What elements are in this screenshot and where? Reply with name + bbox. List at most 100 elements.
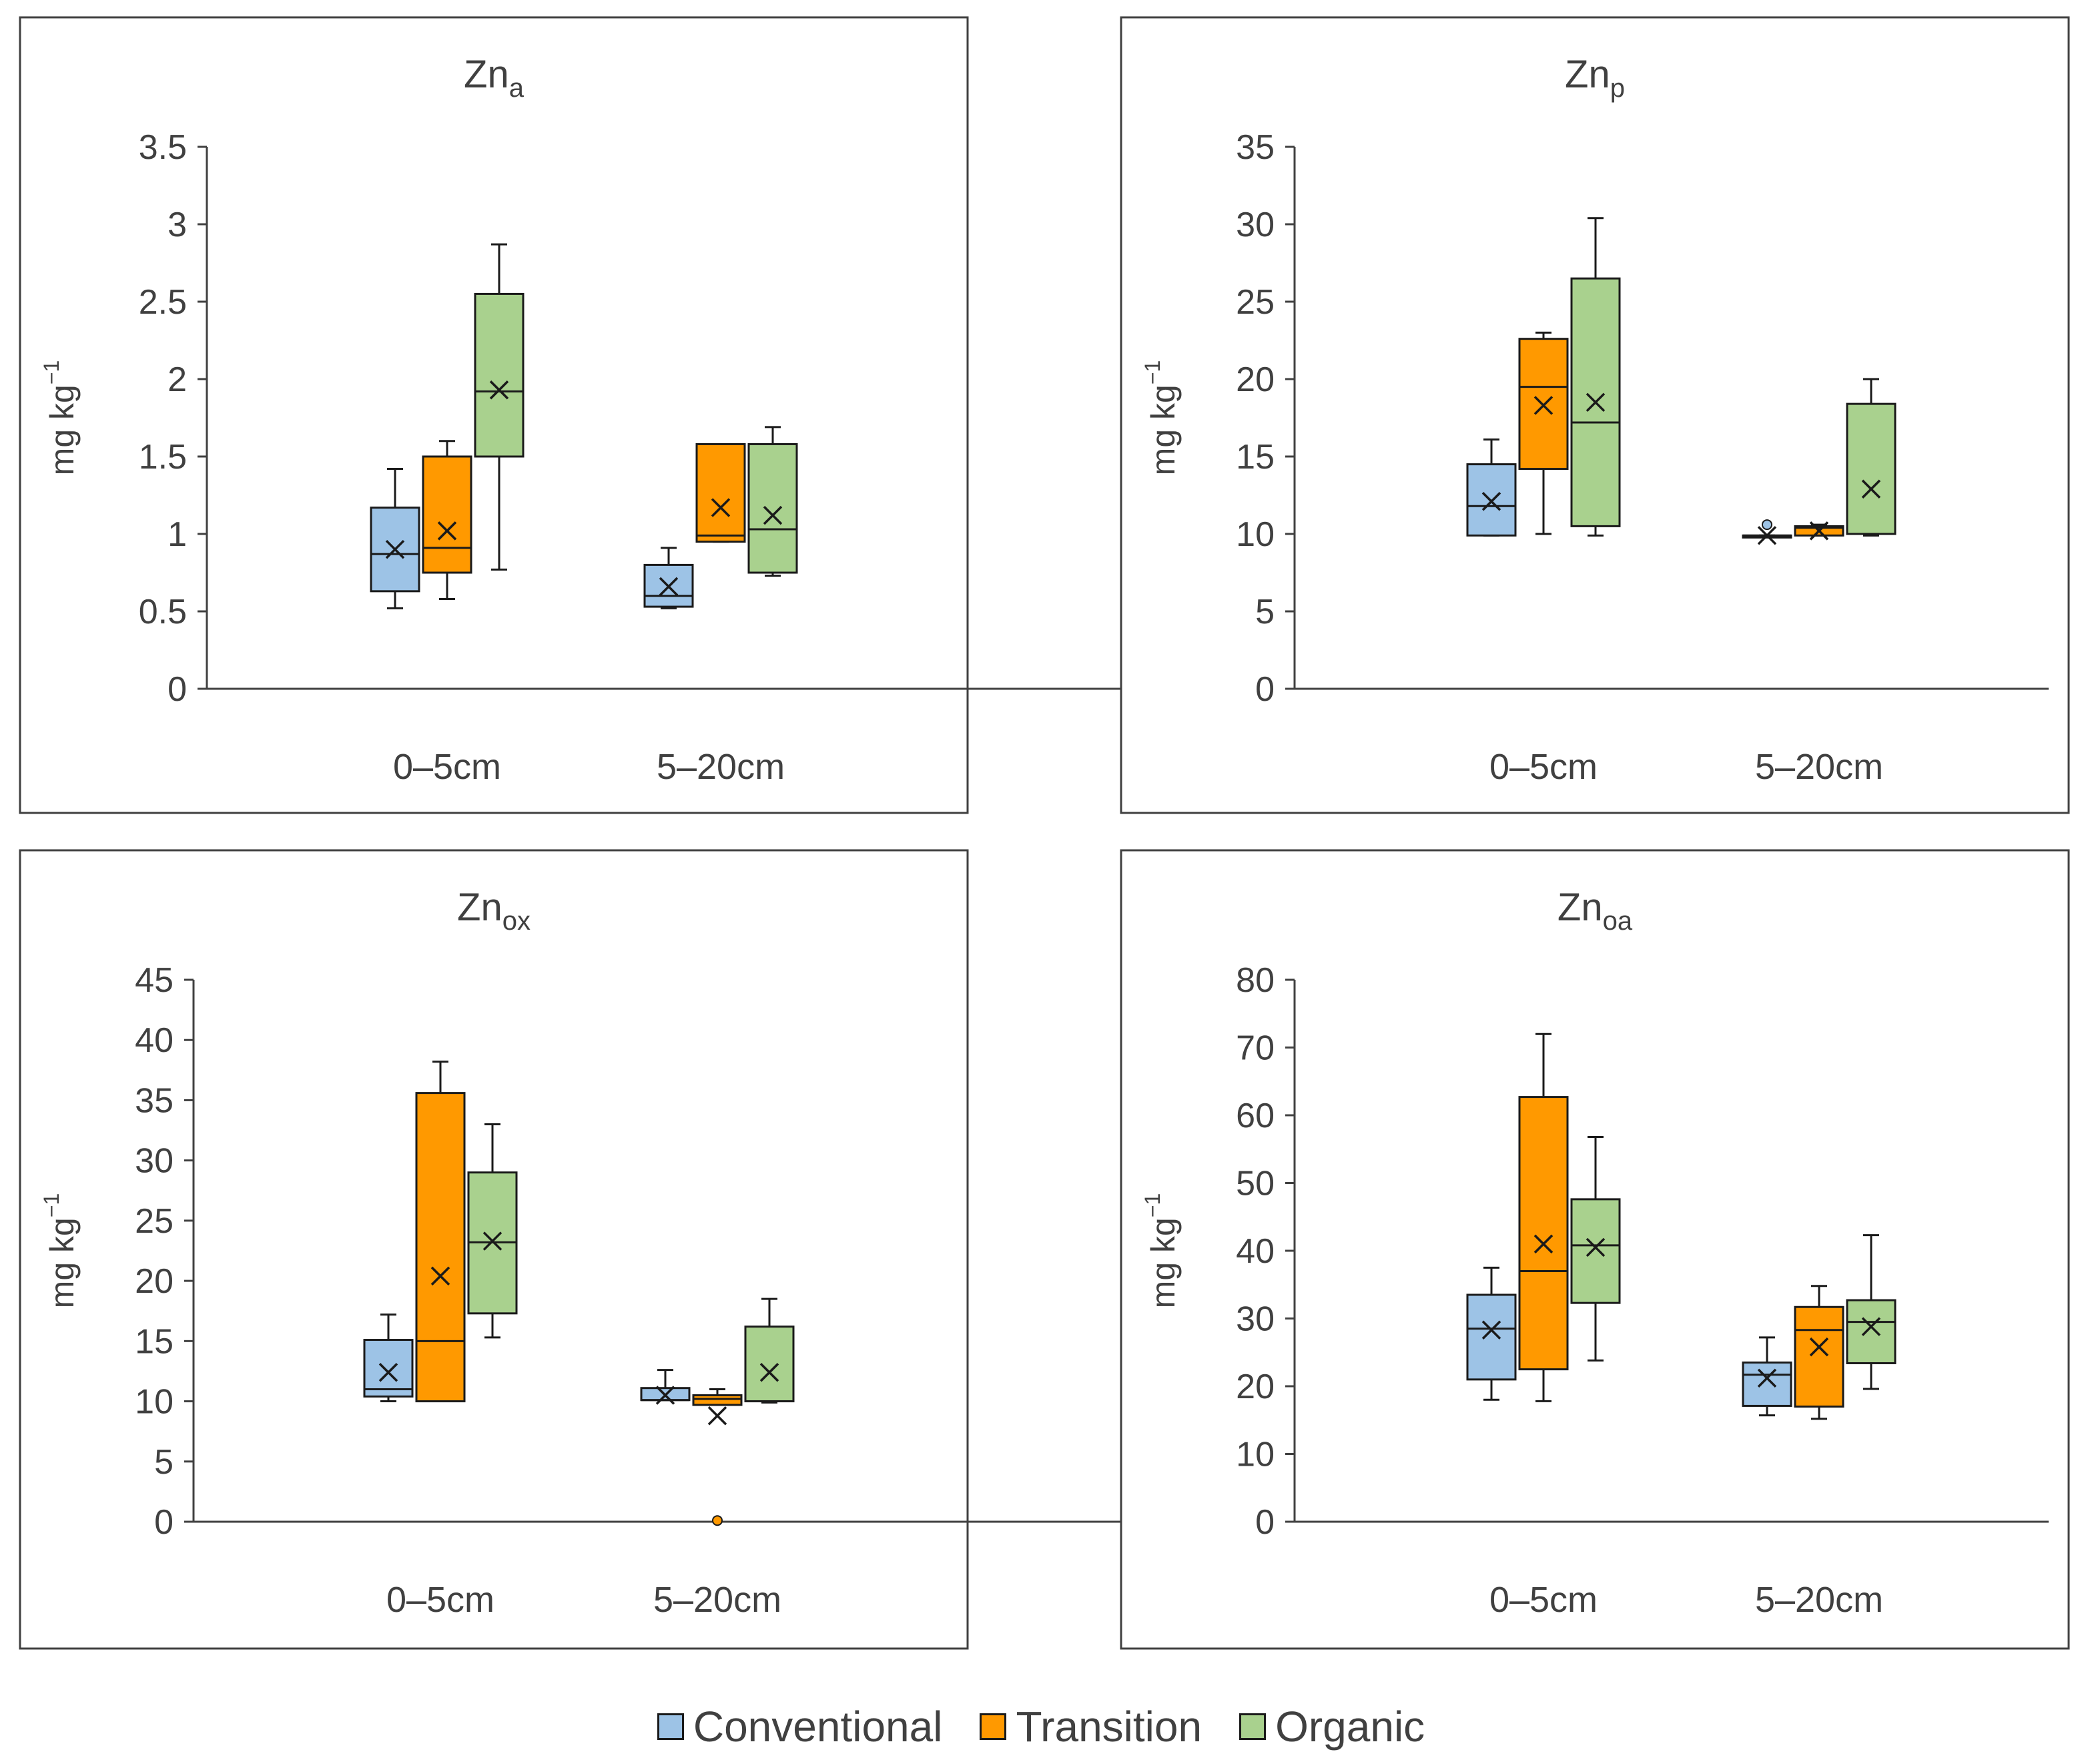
legend-swatch-conventional bbox=[657, 1713, 684, 1740]
chart-panel-4: Znoa mg kg−1 0 10 20 30 40 50 60 70 80 0–5cm 5–20cm bbox=[1120, 849, 2070, 1650]
x-category-label: 0–5cm bbox=[386, 1580, 494, 1620]
chart-title-main: Zn bbox=[457, 886, 502, 929]
y-tick-label: 10 bbox=[135, 1383, 174, 1422]
y-tick-label: 10 bbox=[1236, 1436, 1275, 1474]
y-tick-label: 2 bbox=[167, 360, 187, 399]
mean-marker bbox=[1481, 492, 1501, 511]
box-body bbox=[1466, 1293, 1517, 1381]
box-body bbox=[1846, 1299, 1896, 1364]
box-organic-1 bbox=[467, 1123, 518, 1339]
mean-marker bbox=[655, 1386, 675, 1405]
box-organic-2 bbox=[1846, 378, 1896, 537]
mean-marker bbox=[1533, 1234, 1553, 1254]
mean-marker bbox=[1481, 1320, 1501, 1340]
y-tick-label: 2.5 bbox=[139, 283, 187, 322]
box-transition-2 bbox=[1794, 1285, 1844, 1420]
box-body bbox=[415, 1092, 466, 1403]
mean-marker bbox=[385, 539, 405, 559]
y-tick-label: 35 bbox=[135, 1081, 174, 1120]
chart-panel-3: Znox mg kg−1 0 5 10 15 20 25 30 35 40 45 0–5cm 5–20cm bbox=[19, 849, 1141, 1650]
y-tick-label: 15 bbox=[1236, 438, 1275, 477]
y-tick-label: 35 bbox=[1236, 128, 1275, 167]
y-tick-label: 80 bbox=[1236, 961, 1275, 1000]
chart-title-subscript: ox bbox=[502, 906, 531, 936]
chart-title-subscript: oa bbox=[1603, 906, 1633, 936]
y-tick-label: 70 bbox=[1236, 1029, 1275, 1068]
y-tick-label: 1 bbox=[167, 515, 187, 554]
box-body bbox=[744, 1326, 795, 1403]
y-tick-label: 30 bbox=[135, 1142, 174, 1181]
legend-label-conventional: Conventional bbox=[693, 1703, 943, 1751]
box-body bbox=[747, 443, 798, 574]
chart-title-main: Zn bbox=[1557, 886, 1603, 929]
y-tick-label: 40 bbox=[1236, 1232, 1275, 1271]
mean-marker bbox=[1861, 1317, 1881, 1336]
y-tick-label: 20 bbox=[1236, 360, 1275, 399]
box-conventional-1 bbox=[1466, 1266, 1517, 1401]
x-category-label: 0–5cm bbox=[1489, 1580, 1598, 1620]
box-organic-1 bbox=[1570, 1135, 1621, 1362]
legend-item-organic: Organic bbox=[1239, 1702, 1425, 1751]
box-transition-1 bbox=[415, 1061, 466, 1403]
mean-marker bbox=[1586, 392, 1606, 412]
box-body bbox=[692, 1394, 743, 1406]
y-tick-label: 20 bbox=[1236, 1368, 1275, 1406]
y-tick-label: 15 bbox=[135, 1322, 174, 1361]
mean-marker bbox=[707, 1406, 727, 1426]
box-conventional-2 bbox=[640, 1369, 691, 1405]
y-axis-label: mg kg−1 bbox=[39, 360, 81, 476]
legend-swatch-transition bbox=[980, 1713, 1007, 1740]
legend-item-transition: Transition bbox=[980, 1702, 1202, 1751]
mean-marker bbox=[659, 577, 679, 597]
box-transition-1 bbox=[1518, 1033, 1569, 1402]
box-transition-2 bbox=[1794, 521, 1844, 541]
mean-marker bbox=[1809, 1337, 1829, 1357]
chart-panel-2: Znp mg kg−1 0 5 10 15 20 25 30 35 0–5cm 5–20cm bbox=[1120, 16, 2070, 814]
y-tick-label: 30 bbox=[1236, 1300, 1275, 1339]
mean-marker bbox=[1809, 521, 1829, 541]
y-axis-label-main: mg kg bbox=[1144, 1217, 1182, 1308]
y-axis-label: mg kg−1 bbox=[1140, 1193, 1182, 1309]
y-tick-label: 25 bbox=[135, 1202, 174, 1241]
chart-panel-1: Zna mg kg−1 0 0.5 1 1.5 2 2.5 3 3.5 0–5cm 5–20cm bbox=[19, 16, 1154, 814]
y-axis-label-main: mg kg bbox=[43, 1217, 81, 1308]
y-tick-label: 5 bbox=[1255, 593, 1275, 631]
x-category-label: 5–20cm bbox=[1755, 747, 1883, 787]
box-body bbox=[1794, 1305, 1844, 1408]
mean-marker bbox=[378, 1363, 398, 1382]
box-body bbox=[1518, 1096, 1569, 1371]
box-body bbox=[1846, 402, 1896, 535]
x-category-label: 0–5cm bbox=[1489, 747, 1598, 787]
legend-item-conventional: Conventional bbox=[657, 1702, 943, 1751]
box-body bbox=[422, 455, 472, 574]
box-transition-2 bbox=[692, 1388, 743, 1526]
y-tick-label: 50 bbox=[1236, 1165, 1275, 1203]
y-tick-label: 20 bbox=[135, 1262, 174, 1301]
box-conventional-2 bbox=[1742, 519, 1792, 545]
mean-marker bbox=[489, 380, 509, 400]
box-body bbox=[1742, 1361, 1792, 1407]
box-conventional-1 bbox=[1466, 438, 1517, 537]
mean-marker bbox=[763, 505, 783, 525]
mean-marker bbox=[1586, 1237, 1606, 1257]
mean-marker bbox=[1757, 1368, 1777, 1388]
y-tick-label: 0 bbox=[167, 670, 187, 709]
y-tick-label: 1.5 bbox=[139, 438, 187, 477]
box-organic-2 bbox=[747, 426, 798, 577]
legend-label-transition: Transition bbox=[1016, 1703, 1202, 1751]
mean-marker bbox=[1861, 479, 1881, 499]
x-category-label: 5–20cm bbox=[653, 1580, 781, 1620]
y-axis-label-superscript: −1 bbox=[39, 1193, 63, 1217]
chart-title-main: Zn bbox=[1565, 53, 1610, 96]
chart-title-main: Zn bbox=[464, 53, 509, 96]
y-axis-label: mg kg−1 bbox=[39, 1193, 81, 1309]
box-organic-2 bbox=[744, 1297, 795, 1404]
mean-marker bbox=[1757, 526, 1777, 545]
box-organic-1 bbox=[474, 243, 525, 571]
y-axis-label-superscript: −1 bbox=[1140, 360, 1164, 384]
box-transition-1 bbox=[422, 440, 472, 600]
x-category-label: 0–5cm bbox=[393, 747, 501, 787]
box-transition-1 bbox=[1518, 331, 1569, 535]
legend-swatch-organic bbox=[1239, 1713, 1267, 1740]
